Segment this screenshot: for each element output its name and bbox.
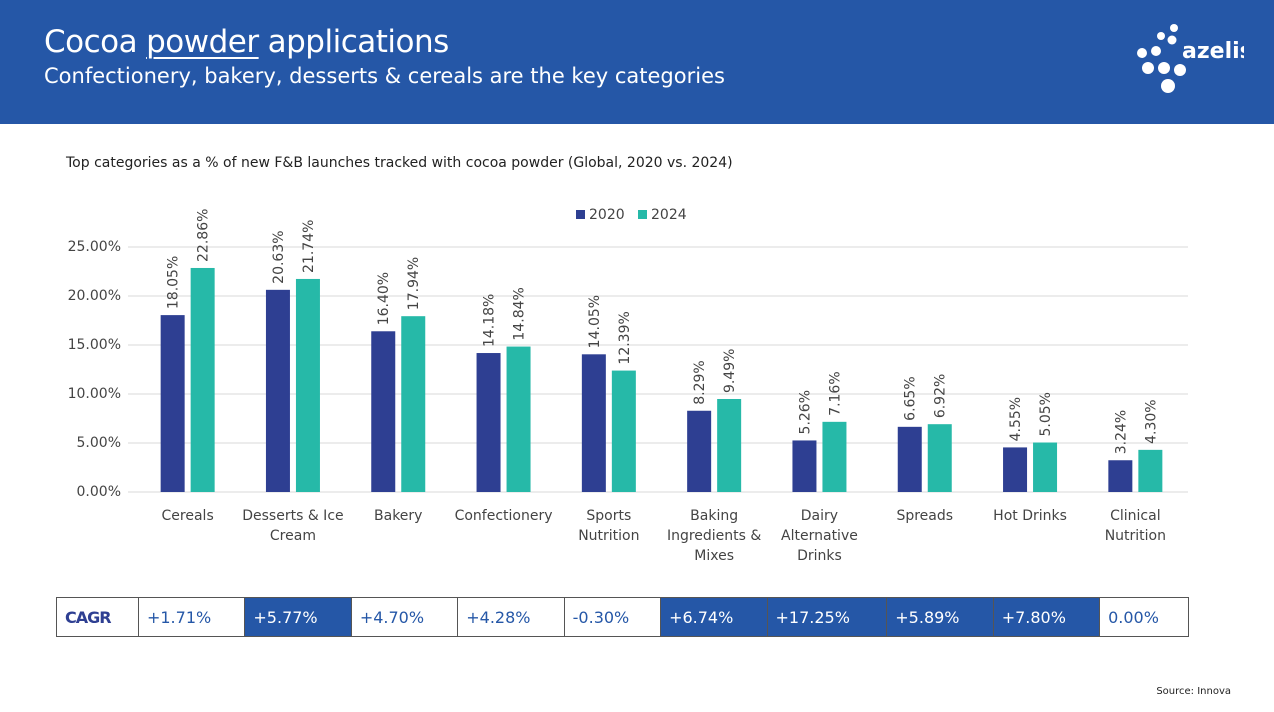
x-tick-label: Sports Nutrition [578, 508, 640, 544]
bar [476, 353, 501, 492]
value-label: 4.55% [1008, 397, 1024, 441]
cagr-cell: +5.89% [886, 597, 994, 637]
chart-title: Top categories as a % of new F&B launche… [66, 155, 733, 171]
legend-label: 2024 [651, 207, 687, 223]
bar [1108, 460, 1133, 492]
bar [792, 440, 817, 492]
value-label: 8.29% [692, 360, 708, 404]
bar [897, 426, 922, 492]
legend-swatch [576, 210, 585, 219]
x-tick-label: Desserts & Ice Cream [242, 508, 344, 544]
cagr-cell: +4.28% [457, 597, 565, 637]
bar [1003, 447, 1028, 492]
value-label: 5.05% [1038, 392, 1054, 436]
value-label: 9.49% [722, 349, 738, 393]
title-word: powder [146, 24, 259, 60]
bar [265, 289, 290, 492]
cagr-cell: +4.70% [350, 597, 459, 637]
logo: azelis [1137, 24, 1244, 93]
bar [506, 346, 531, 492]
value-label: 4.30% [1143, 399, 1159, 443]
bar [927, 424, 952, 492]
value-label: 12.39% [617, 311, 633, 364]
bar [1138, 449, 1163, 492]
value-label: 14.18% [482, 294, 498, 347]
x-tick-label: Clinical Nutrition [1104, 508, 1166, 544]
bar [160, 315, 185, 492]
logo-text: azelis [1182, 39, 1244, 64]
value-label: 14.05% [587, 295, 603, 348]
cagr-header: CAGR [56, 597, 139, 637]
y-tick-label: 25.00% [68, 239, 121, 255]
value-label: 14.84% [512, 287, 528, 340]
x-tick-label: Cereals [161, 508, 214, 524]
title-word: Cocoa [44, 24, 138, 60]
value-label: 21.74% [301, 220, 317, 273]
value-label: 5.26% [797, 390, 813, 434]
bar [190, 267, 215, 492]
cagr-cell: +5.77% [244, 597, 352, 637]
bar [687, 410, 712, 492]
x-tick-label: Baking Ingredients & Mixes [666, 508, 762, 564]
value-label: 7.16% [827, 371, 843, 415]
y-tick-label: 10.00% [68, 386, 121, 402]
bar [1033, 442, 1058, 492]
cagr-table: CAGR +1.71% +5.77% +4.70% +4.28% -0.30% +6.74%… [56, 597, 1189, 637]
y-tick-label: 5.00% [77, 435, 121, 451]
chart: 0.00% 5.00% 10.00% 15.00% 20.00% 25.00% 2020 20… [68, 207, 1188, 500]
y-tick-label: 20.00% [68, 288, 121, 304]
title-word: applications [267, 24, 450, 60]
value-label: 22.86% [196, 209, 212, 262]
title: Cocoa powder applications [44, 24, 458, 60]
legend-label: 2020 [589, 207, 625, 223]
x-tick-label: Spreads [896, 508, 954, 524]
bar [717, 398, 742, 492]
source: Source: Innova [1156, 686, 1231, 697]
bar [581, 354, 606, 492]
value-label: 18.05% [166, 256, 182, 309]
value-label: 17.94% [406, 257, 422, 310]
x-tick-label: Hot Drinks [993, 508, 1067, 524]
value-label: 6.65% [903, 376, 919, 420]
x-tick-label: Confectionery [454, 508, 553, 524]
value-label: 20.63% [271, 230, 287, 283]
bar [401, 316, 426, 492]
x-tick-label: Dairy Alternative Drinks [781, 508, 858, 564]
header: Cocoa powder applications Confectionery, b… [0, 0, 1274, 124]
cagr-cell: +7.80% [992, 597, 1101, 637]
value-label: 6.92% [933, 374, 949, 418]
cagr-cell: +6.74% [660, 597, 768, 637]
bar [295, 278, 320, 492]
y-tick-label: 15.00% [68, 337, 121, 353]
subtitle: Confectionery, bakery, desserts & cereal… [44, 64, 725, 88]
x-tick-label: Bakery [374, 508, 423, 524]
value-label: 16.40% [376, 272, 392, 325]
bar [611, 370, 636, 492]
bar [822, 421, 847, 492]
bar [371, 331, 396, 492]
cagr-cell: +17.25% [766, 597, 888, 637]
cagr-cell: 0.00% [1099, 597, 1189, 637]
value-label: 3.24% [1113, 410, 1129, 454]
cagr-row: CAGR +1.71% +5.77% +4.70% +4.28% -0.30% +6.74%… [56, 597, 1189, 637]
cagr-cell: +1.71% [137, 597, 246, 637]
y-tick-label: 0.00% [77, 484, 121, 500]
cagr-cell: -0.30% [563, 597, 662, 637]
legend-swatch [638, 210, 647, 219]
